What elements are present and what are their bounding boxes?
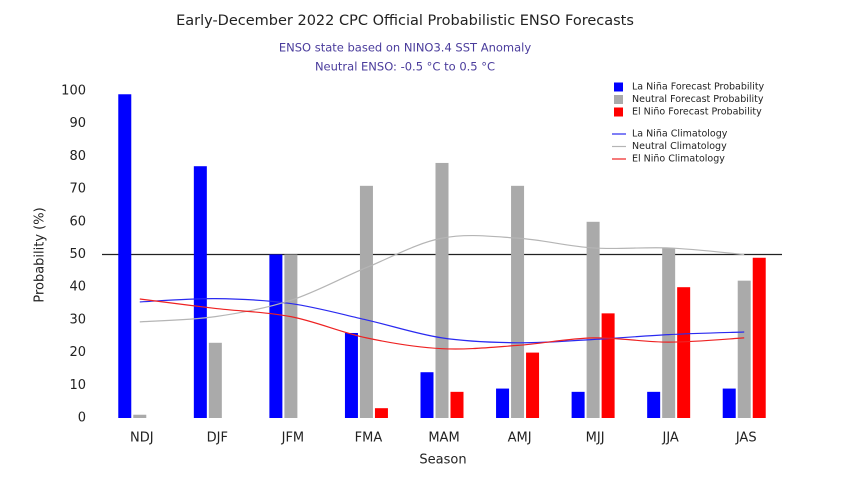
bar: [647, 391, 661, 418]
climatology-line: [139, 298, 745, 344]
x-tick-label: DJF: [207, 431, 228, 446]
bar: [118, 94, 132, 419]
bar: [677, 287, 691, 418]
y-tick-label: 30: [69, 312, 86, 327]
x-tick-label: JAS: [735, 431, 757, 446]
y-tick-label: 60: [69, 214, 86, 229]
legend-label: El Niño Climatology: [632, 154, 725, 165]
bar: [722, 388, 736, 418]
bar: [133, 414, 147, 418]
climatology-line: [139, 298, 745, 350]
y-tick-label: 10: [69, 378, 86, 393]
bar: [662, 247, 676, 418]
bar: [269, 254, 283, 418]
chart-subtitle: Neutral ENSO: -0.5 °C to 0.5 °C: [315, 60, 495, 74]
x-tick-label: JJA: [661, 431, 678, 446]
bar: [496, 388, 510, 418]
x-tick-label: MAM: [428, 431, 459, 446]
y-tick-label: 40: [69, 280, 86, 295]
bar: [344, 332, 358, 418]
bar: [526, 352, 540, 418]
x-tick-label: FMA: [355, 431, 383, 446]
y-tick-label: 50: [69, 247, 86, 262]
chart-title: Early-December 2022 CPC Official Probabi…: [176, 13, 634, 29]
bar: [208, 342, 222, 418]
x-tick-label: NDJ: [130, 431, 154, 446]
bar: [359, 185, 373, 418]
bar: [450, 391, 464, 418]
legend-label: Neutral Forecast Probability: [632, 94, 764, 105]
bar: [601, 313, 615, 418]
y-tick-label: 90: [69, 116, 86, 131]
y-axis-label: Probability (%): [33, 207, 48, 302]
bar: [752, 257, 766, 418]
bar: [511, 185, 525, 418]
bar: [420, 372, 434, 418]
bar: [435, 162, 449, 418]
y-tick-label: 20: [69, 345, 86, 360]
legend-label: El Niño Forecast Probability: [632, 107, 762, 118]
x-axis-label: Season: [419, 453, 466, 468]
legend-swatch: [614, 107, 623, 117]
climatology-line: [139, 234, 745, 323]
legend-swatch: [614, 82, 623, 92]
bar: [374, 408, 388, 418]
legend-label: Neutral Climatology: [632, 141, 727, 152]
y-tick-label: 0: [78, 411, 86, 426]
bar: [586, 221, 600, 418]
x-tick-label: JFM: [281, 431, 305, 446]
y-tick-label: 80: [69, 149, 86, 164]
bar: [571, 391, 585, 418]
y-tick-label: 100: [61, 84, 86, 99]
chart-subtitle: ENSO state based on NINO3.4 SST Anomaly: [279, 41, 532, 55]
bar: [284, 254, 298, 418]
bar: [737, 280, 751, 418]
legend-swatch: [614, 95, 623, 104]
legend-label: La Niña Forecast Probability: [632, 82, 765, 93]
legend-label: La Niña Climatology: [632, 129, 728, 140]
bar: [193, 166, 207, 418]
x-tick-label: AMJ: [508, 431, 532, 446]
y-tick-label: 70: [69, 182, 86, 197]
x-tick-label: MJJ: [586, 431, 605, 446]
